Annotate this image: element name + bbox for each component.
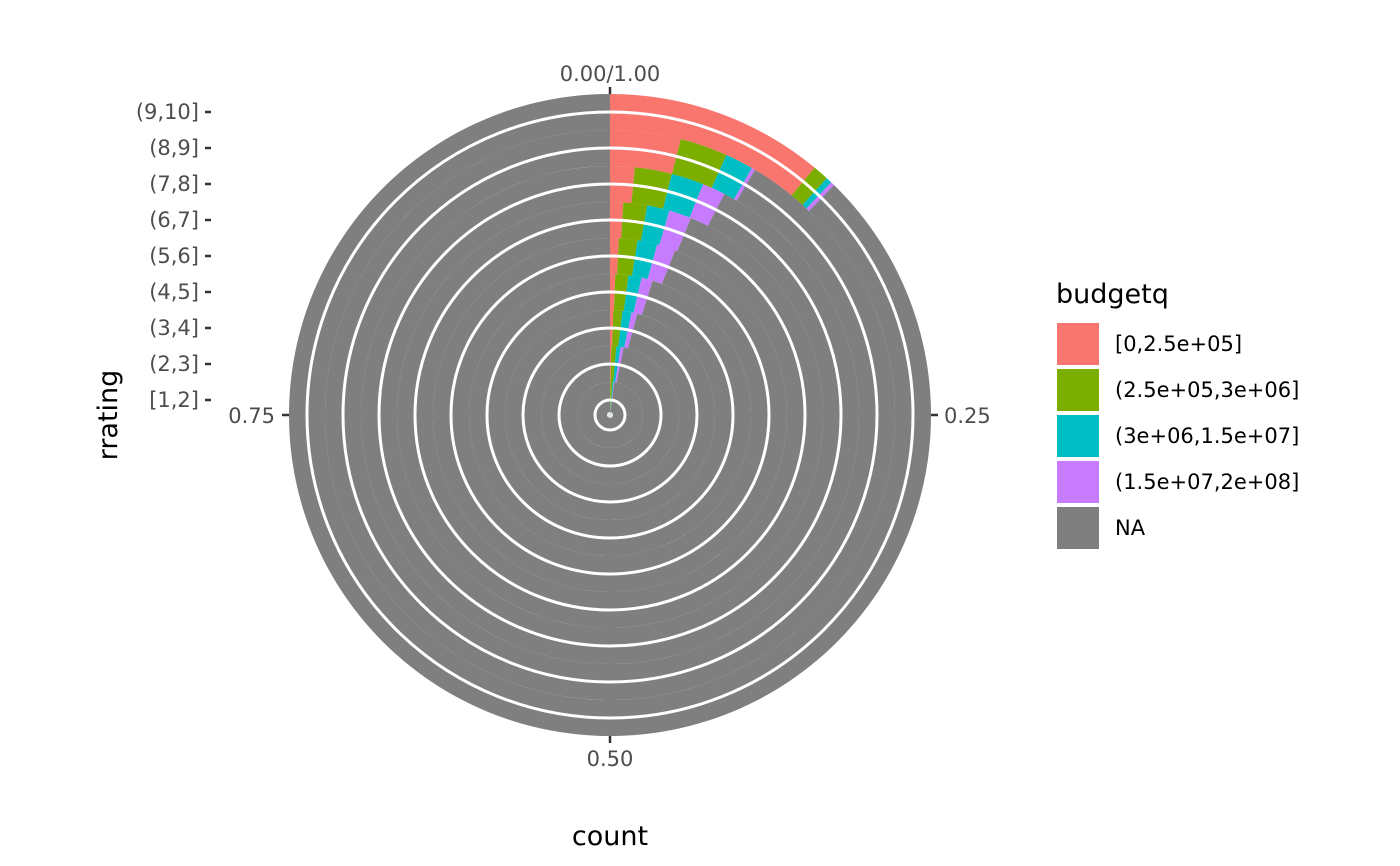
bar-segment bbox=[610, 130, 681, 174]
y-axis-title: rrating bbox=[93, 370, 124, 461]
grid-circle bbox=[305, 110, 915, 720]
theta-tick-label: 0.75 bbox=[228, 404, 275, 428]
legend-label: (2.5e+05,3e+06] bbox=[1115, 378, 1299, 402]
legend-key bbox=[1055, 459, 1101, 505]
bar-segment bbox=[577, 382, 644, 448]
grid-circle bbox=[341, 146, 879, 684]
grid-circle bbox=[521, 326, 699, 504]
grid-circle bbox=[413, 218, 807, 612]
bar-segment bbox=[505, 310, 716, 520]
legend: budgetq [0,2.5e+05] (2.5e+05,3e+06] (3e+06… bbox=[1055, 279, 1299, 551]
legend-label: NA bbox=[1115, 516, 1146, 540]
theta-axis: 0.00/1.00 0.25 0.50 0.75 bbox=[228, 62, 991, 771]
y-tick-label: [1,2] bbox=[149, 388, 199, 412]
y-tick-label: (6,7] bbox=[149, 208, 199, 232]
theta-tick-label: 0.50 bbox=[587, 747, 634, 771]
x-axis-title: count bbox=[572, 821, 648, 852]
legend-label: [0,2.5e+05] bbox=[1115, 332, 1242, 356]
grid-circle bbox=[377, 182, 843, 648]
bar-segment bbox=[541, 346, 679, 484]
legend-key bbox=[1055, 505, 1101, 551]
legend-key bbox=[1055, 367, 1101, 413]
y-tick-label: (9,10] bbox=[136, 100, 199, 124]
legend-key bbox=[1055, 413, 1101, 459]
theta-tick-label: 0.25 bbox=[944, 404, 991, 428]
legend-label: (1.5e+07,2e+08] bbox=[1115, 470, 1299, 494]
legend-label: (3e+06,1.5e+07] bbox=[1115, 424, 1299, 448]
bar-segment bbox=[610, 94, 815, 196]
y-tick-label: (4,5] bbox=[149, 280, 199, 304]
y-axis: [1,2] (2,3] (3,4] (4,5] (5,6] (6,7] (7,8] (8,9]… bbox=[136, 100, 211, 412]
theta-tick-label: 0.00/1.00 bbox=[560, 62, 661, 86]
y-tick-label: (7,8] bbox=[149, 172, 199, 196]
grid-circle bbox=[485, 290, 735, 540]
y-tick-label: (3,4] bbox=[149, 316, 199, 340]
y-tick-label: (5,6] bbox=[149, 244, 199, 268]
y-tick-label: (8,9] bbox=[149, 136, 199, 160]
y-tick-label: (2,3] bbox=[149, 352, 199, 376]
grid-circle bbox=[449, 254, 771, 576]
grid-circle bbox=[557, 362, 663, 468]
grid-circle bbox=[593, 398, 627, 432]
legend-title: budgetq bbox=[1056, 279, 1169, 310]
plot-panel bbox=[288, 94, 931, 736]
legend-key bbox=[1055, 321, 1101, 367]
